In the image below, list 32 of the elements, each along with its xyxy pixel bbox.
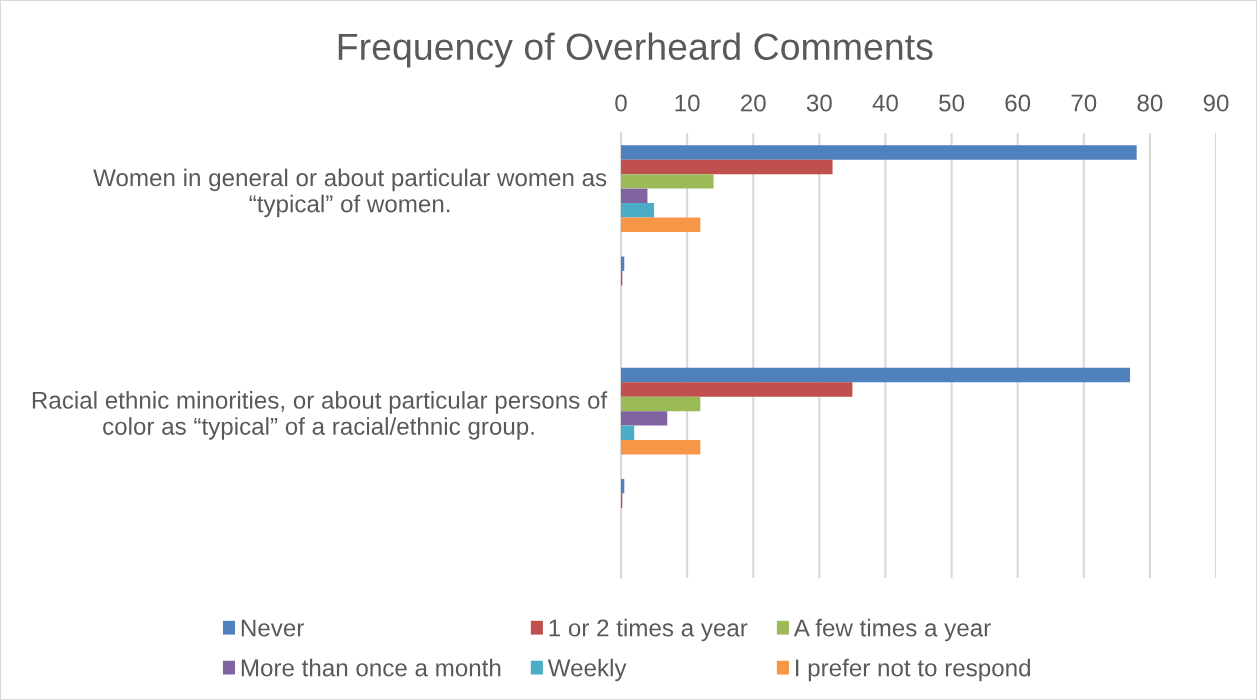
bar [621, 256, 625, 271]
legend-label: Weekly [547, 658, 627, 682]
x-tick-label: 70 [1071, 94, 1097, 112]
chart-title: Frequency of Overheard Comments [338, 32, 933, 68]
x-tick-label: 40 [872, 94, 898, 112]
x-tick-label: 90 [1203, 94, 1229, 112]
bar [621, 188, 648, 204]
bar [621, 159, 833, 175]
x-tick-label: 60 [1005, 94, 1031, 112]
x-tick-label: 20 [741, 94, 766, 112]
legend-label: More than once a month [241, 658, 501, 677]
bar [621, 396, 701, 412]
y-tick-label: Racial ethnic minorities, or about particular persons of color as “typical” of a racial/ethnic group. [32, 391, 608, 440]
bar [621, 367, 1131, 383]
y-tick-label: Women in general or about particular women as “typical” of women. [93, 168, 607, 218]
x-tick-label: 80 [1137, 94, 1163, 112]
bar [621, 217, 701, 233]
x-tick-label: 0 [615, 94, 627, 112]
x-tick-label: 50 [939, 94, 965, 112]
bar [621, 145, 1137, 160]
x-tick-label: 30 [806, 94, 832, 112]
bar [621, 411, 668, 426]
legend-label: Never [241, 619, 304, 637]
bar [621, 440, 701, 455]
bar [621, 425, 635, 441]
bar [621, 174, 714, 189]
x-tick-label: 10 [675, 94, 700, 112]
legend-label: I prefer not to respond [796, 658, 1030, 682]
legend-label: A few times a year [793, 618, 991, 642]
bar [621, 203, 655, 218]
legend-label: 1 or 2 times a year [549, 618, 748, 642]
bar [621, 382, 853, 397]
